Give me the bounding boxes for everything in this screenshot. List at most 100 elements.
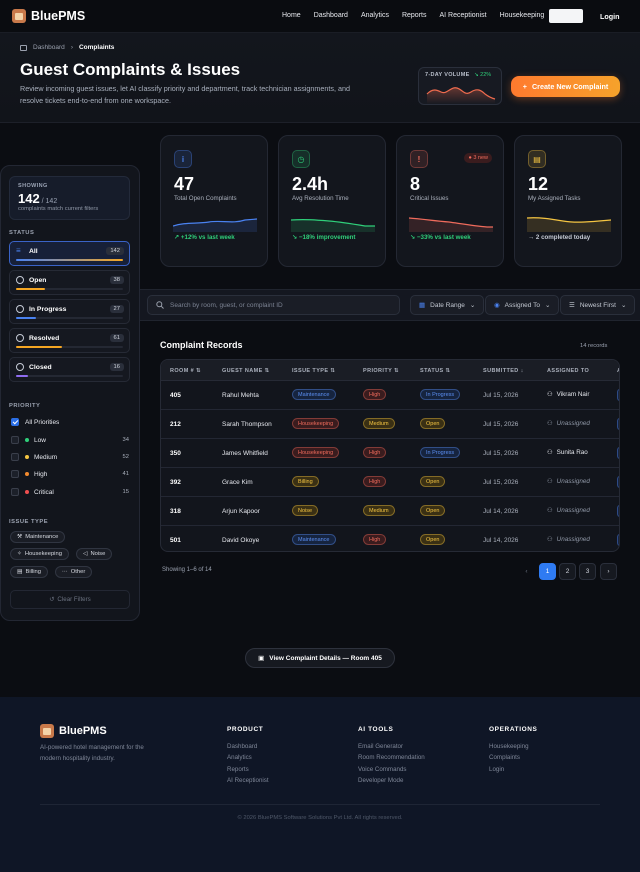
priority-filter-high[interactable]: High 41 bbox=[11, 468, 129, 480]
footer-link[interactable]: AI Receptionist bbox=[227, 777, 269, 784]
status-badge: Open bbox=[420, 476, 446, 487]
footer-link[interactable]: Housekeeping bbox=[489, 742, 529, 750]
assigned-to-label: Assigned To bbox=[504, 301, 540, 309]
status-heading: STATUS bbox=[9, 230, 35, 236]
footer-link[interactable]: Developer Mode bbox=[358, 777, 404, 784]
table-row[interactable]: 350 James Whitfield Housekeeping High In Pro… bbox=[161, 439, 619, 468]
footer-link[interactable]: Complaints bbox=[489, 754, 520, 761]
footer-link[interactable]: Reports bbox=[227, 765, 249, 773]
issue-tag-noise[interactable]: ◁ Noise bbox=[76, 548, 113, 560]
nav-link-reports[interactable]: Reports bbox=[401, 12, 427, 19]
showing-label: SHOWING bbox=[18, 183, 48, 189]
column-header-assigned-to[interactable]: ASSIGNED TO bbox=[547, 368, 590, 374]
footer-column-heading: PRODUCT bbox=[227, 726, 264, 733]
row-action-button[interactable] bbox=[617, 389, 619, 401]
dashboard-icon bbox=[20, 44, 27, 51]
create-complaint-button[interactable]: + Create New Complaint bbox=[511, 76, 620, 97]
priority-checkbox[interactable] bbox=[11, 470, 19, 478]
table-row[interactable]: 405 Rahul Mehta Maintenance High In Progress… bbox=[161, 381, 619, 410]
nav-link-dashboard[interactable]: Dashboard bbox=[313, 12, 348, 19]
issue-tag-label: Noise bbox=[90, 551, 106, 557]
table-row[interactable]: 501 David Okoye Maintenance High Open Jul 14,… bbox=[161, 526, 619, 551]
footer-link[interactable]: Analytics bbox=[227, 754, 252, 761]
footer-brand[interactable]: BluePMS bbox=[40, 724, 107, 738]
priority-checkbox[interactable] bbox=[11, 453, 19, 461]
priority-badge: Medium bbox=[363, 505, 395, 516]
user-icon: ⚇ bbox=[547, 536, 553, 543]
assigned-to-filter[interactable]: ◉ Assigned To ⌄ bbox=[485, 295, 560, 315]
showing-total: / 142 bbox=[39, 198, 58, 205]
stat-card-3: ! ● 3 new 8 Critical Issues ↘ −33% vs last w… bbox=[396, 135, 504, 267]
nav-link-analytics[interactable]: Analytics bbox=[360, 12, 389, 19]
footer-link[interactable]: Email Generator bbox=[358, 742, 404, 750]
page-title: Guest Complaints & Issues bbox=[20, 60, 241, 79]
column-header-status[interactable]: STATUS ⇅ bbox=[420, 368, 451, 374]
submitted-date: Jul 15, 2026 bbox=[483, 450, 519, 457]
priority-dot bbox=[25, 438, 29, 442]
row-action-button[interactable] bbox=[617, 534, 619, 546]
column-header-issue-type[interactable]: ISSUE TYPE ⇅ bbox=[292, 368, 336, 374]
page-subtitle: Review incoming guest issues, let AI cla… bbox=[20, 84, 350, 105]
footer-link[interactable]: Voice Commands bbox=[358, 765, 407, 773]
brand-logo[interactable]: BluePMS bbox=[12, 9, 85, 23]
row-action-button[interactable] bbox=[617, 505, 619, 517]
page-button-2[interactable]: 2 bbox=[559, 563, 576, 580]
status-filter-closed[interactable]: Closed 16 bbox=[9, 357, 130, 382]
search-input[interactable]: Search by room, guest, or complaint ID bbox=[147, 295, 400, 315]
table-row[interactable]: 212 Sarah Thompson Housekeeping Medium Open J… bbox=[161, 410, 619, 439]
user-icon: ⚇ bbox=[547, 449, 553, 456]
page-button-1[interactable]: 1 bbox=[539, 563, 556, 580]
priority-checkbox[interactable] bbox=[11, 418, 19, 426]
column-header-room-[interactable]: ROOM # ⇅ bbox=[170, 368, 202, 374]
clear-filters-button[interactable]: ↺ Clear Filters bbox=[10, 590, 130, 609]
footer-link[interactable]: Dashboard bbox=[227, 742, 258, 750]
view-complaint-details-button[interactable]: ▣ View Complaint Details — Room 405 bbox=[245, 648, 395, 668]
column-header-guest-name[interactable]: GUEST NAME ⇅ bbox=[222, 368, 270, 374]
submitted-date: Jul 14, 2026 bbox=[483, 537, 519, 544]
priority-checkbox[interactable] bbox=[11, 488, 19, 496]
prev-page-button[interactable]: ‹ bbox=[525, 568, 528, 575]
status-filter-open[interactable]: Open 38 bbox=[9, 270, 130, 295]
submitted-date: Jul 15, 2026 bbox=[483, 392, 519, 399]
priority-filter-critical[interactable]: Critical 15 bbox=[11, 486, 129, 498]
issue-tag-label: Other bbox=[70, 569, 86, 575]
nav-link-ai-receptionist[interactable]: AI Receptionist bbox=[439, 12, 487, 19]
row-action-button[interactable] bbox=[617, 418, 619, 430]
next-page-button[interactable]: › bbox=[600, 563, 617, 580]
column-header-submitted[interactable]: SUBMITTED ↓ bbox=[483, 368, 524, 374]
issue-tag-housekeeping[interactable]: ✧ Housekeeping bbox=[10, 548, 69, 560]
issue-tag-other[interactable]: ⋯ Other bbox=[55, 566, 93, 578]
priority-label: Medium bbox=[34, 453, 58, 461]
status-filter-all[interactable]: ≡ All 142 bbox=[9, 241, 130, 266]
column-header-priority[interactable]: PRIORITY ⇅ bbox=[363, 368, 400, 374]
row-action-button[interactable] bbox=[617, 476, 619, 488]
issue-tag-billing[interactable]: ▤ Billing bbox=[10, 566, 48, 578]
status-count: 27 bbox=[109, 305, 124, 313]
breadcrumb-dashboard[interactable]: Dashboard bbox=[33, 44, 65, 51]
login-link[interactable]: Login bbox=[600, 12, 620, 21]
table-row[interactable]: 318 Arjun Kapoor Noise Medium Open Jul 14, 20… bbox=[161, 497, 619, 526]
status-badge: Open bbox=[420, 505, 446, 516]
status-filter-in-progress[interactable]: In Progress 27 bbox=[9, 299, 130, 324]
priority-filter-medium[interactable]: Medium 52 bbox=[11, 451, 129, 463]
showing-number: 142 bbox=[18, 191, 40, 206]
status-filter-resolved[interactable]: Resolved 61 bbox=[9, 328, 130, 353]
stat-value: 12 bbox=[528, 174, 549, 194]
nav-blank-button[interactable] bbox=[549, 9, 583, 23]
priority-filter-all-priorities[interactable]: All Priorities bbox=[11, 416, 129, 428]
stat-sparkline bbox=[173, 218, 257, 232]
priority-checkbox[interactable] bbox=[11, 436, 19, 444]
table-row[interactable]: 392 Grace Kim Billing High Open Jul 15, 2026 ⚇… bbox=[161, 468, 619, 497]
issue-tag-maintenance[interactable]: ⚒ Maintenance bbox=[10, 531, 66, 543]
sort-select[interactable]: ☰ Newest First ⌄ bbox=[560, 295, 636, 315]
status-count: 38 bbox=[109, 276, 124, 284]
date-range-filter[interactable]: ▦ Date Range ⌄ bbox=[410, 295, 485, 315]
footer-link[interactable]: Login bbox=[489, 765, 505, 773]
column-header-a[interactable]: A bbox=[617, 368, 619, 374]
nav-link-home[interactable]: Home bbox=[282, 12, 301, 19]
page-button-3[interactable]: 3 bbox=[579, 563, 596, 580]
nav-link-housekeeping[interactable]: Housekeeping bbox=[499, 12, 545, 19]
row-action-button[interactable] bbox=[617, 447, 619, 459]
footer-link[interactable]: Room Recommendation bbox=[358, 754, 425, 761]
priority-filter-low[interactable]: Low 34 bbox=[11, 434, 129, 446]
